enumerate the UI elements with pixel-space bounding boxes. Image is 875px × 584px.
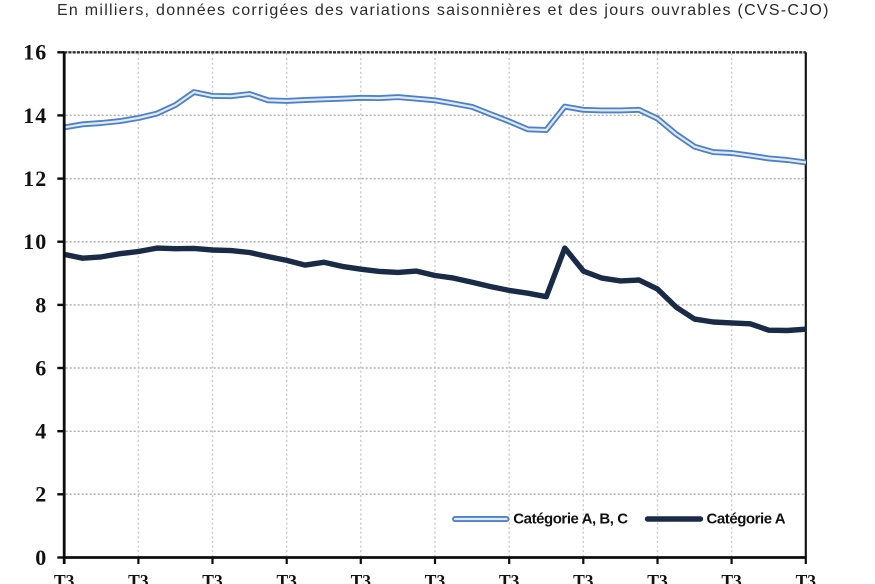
svg-text:En milliers, données corrigées: En milliers, données corrigées des varia…	[57, 2, 830, 19]
svg-text:T3: T3	[202, 571, 223, 584]
svg-text:T3: T3	[573, 571, 594, 584]
svg-text:T3: T3	[54, 571, 75, 584]
svg-text:16: 16	[23, 40, 47, 65]
svg-text:4: 4	[35, 419, 47, 444]
svg-text:T3: T3	[796, 571, 817, 584]
svg-text:T3: T3	[128, 571, 149, 584]
svg-text:12: 12	[23, 166, 47, 191]
svg-text:Catégorie A: Catégorie A	[707, 510, 786, 527]
svg-text:Catégorie A, B, C: Catégorie A, B, C	[513, 510, 628, 527]
svg-text:T3: T3	[499, 571, 520, 584]
svg-text:6: 6	[35, 355, 47, 380]
svg-text:2: 2	[35, 482, 47, 507]
svg-text:T3: T3	[276, 571, 297, 584]
svg-text:10: 10	[23, 229, 47, 254]
svg-text:T3: T3	[721, 571, 742, 584]
svg-text:14: 14	[23, 103, 47, 128]
svg-text:0: 0	[35, 545, 47, 570]
svg-text:T3: T3	[425, 571, 446, 584]
svg-text:T3: T3	[351, 571, 372, 584]
svg-text:T3: T3	[647, 571, 668, 584]
svg-text:8: 8	[35, 292, 47, 317]
